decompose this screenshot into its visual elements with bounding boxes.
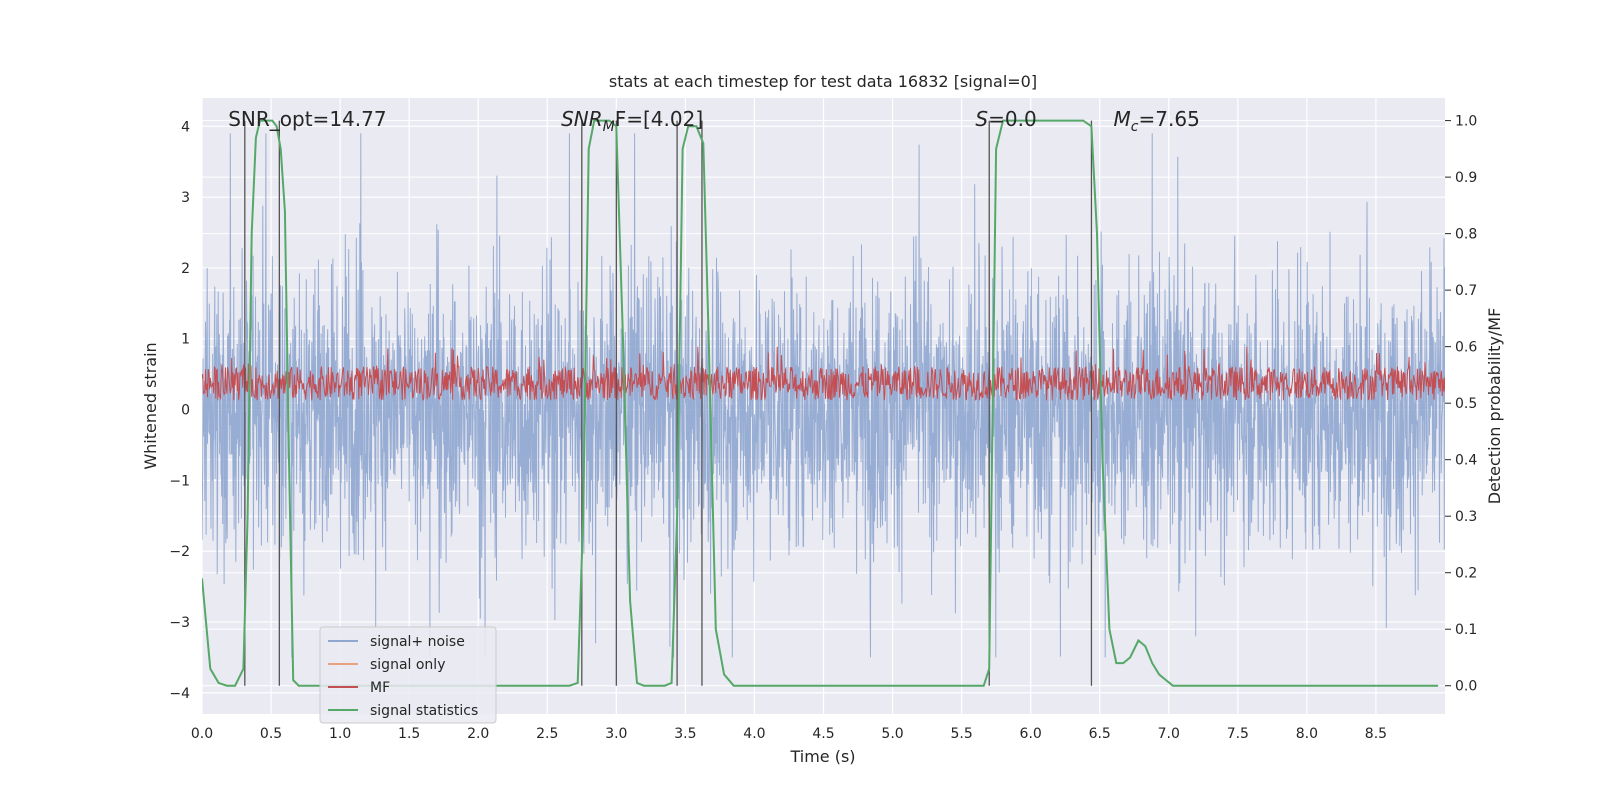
- y2-tick-label: 0.7: [1455, 283, 1477, 299]
- y2-axis-ticks: 0.0 0.1 0.2 0.3 0.4 0.5 0.6 0.7 0.8 0.9 1.0: [1445, 114, 1477, 695]
- annotation-main: SNR: [561, 107, 603, 131]
- annotation-text: S=0.0: [975, 107, 1036, 131]
- annotation-text: SNR_opt=14.77: [228, 107, 386, 131]
- legend-box: [319, 626, 497, 724]
- y-tick-label: 0: [181, 403, 190, 419]
- y-tick-label: −1: [169, 473, 190, 489]
- y-axis-label: Whitened strain: [141, 342, 160, 469]
- x-tick-label: 4.0: [743, 726, 765, 742]
- annotation-suffix: F=[4.02]: [615, 107, 703, 131]
- legend-label-signal-noise: signal+ noise: [370, 634, 465, 650]
- y2-tick-label: 0.8: [1455, 227, 1477, 243]
- y2-tick-label: 0.3: [1455, 509, 1477, 525]
- x-tick-label: 7.5: [1227, 726, 1249, 742]
- annotation-subscript: M: [603, 119, 615, 135]
- x-tick-label: 1.0: [329, 726, 351, 742]
- x-tick-label: 1.5: [398, 726, 420, 742]
- legend-label-signal-statistics: signal statistics: [370, 703, 478, 719]
- legend-label-mf: MF: [370, 680, 390, 696]
- annotation-suffix: =0.0: [988, 107, 1037, 131]
- x-tick-label: 7.0: [1158, 726, 1180, 742]
- y2-tick-label: 0.5: [1455, 396, 1477, 412]
- annotation-subscript: c: [1131, 119, 1139, 135]
- annotation-main: SNR_opt=14.77: [228, 107, 386, 131]
- y-tick-label: 2: [181, 261, 190, 277]
- y2-tick-label: 0.1: [1455, 622, 1477, 638]
- x-tick-label: 2.5: [536, 726, 558, 742]
- x-tick-label: 0.0: [191, 726, 213, 742]
- y2-tick-label: 0.2: [1455, 566, 1477, 582]
- y-tick-label: −2: [169, 544, 190, 560]
- x-tick-label: 6.0: [1020, 726, 1042, 742]
- x-tick-label: 3.5: [674, 726, 696, 742]
- y-tick-label: 1: [181, 332, 190, 348]
- y2-axis-label: Detection probability/MF: [1485, 308, 1504, 505]
- x-axis-label: Time (s): [789, 747, 855, 766]
- legend: signal+ noise signal only MF signal stat…: [319, 626, 497, 724]
- x-tick-label: 5.5: [950, 726, 972, 742]
- y2-tick-label: 0.6: [1455, 340, 1477, 356]
- x-tick-label: 3.0: [605, 726, 627, 742]
- annotation-main: M: [1114, 107, 1131, 131]
- annotation-suffix: =7.65: [1139, 107, 1200, 131]
- y-axis-ticks: −4 −3 −2 −1 0 1 2 3 4: [169, 119, 190, 701]
- y2-tick-label: 0.9: [1455, 170, 1477, 186]
- x-axis-ticks: 0.0 0.5 1.0 1.5 2.0 2.5 3.0 3.5 4.0 4.5 5.0 5.5 6.0 6…: [191, 726, 1387, 742]
- annotations: SNR_opt=14.77 SNRMF=[4.02] S=0.0 Mc=7.65: [228, 107, 1200, 135]
- y2-tick-label: 0.4: [1455, 453, 1477, 469]
- y-tick-label: 4: [181, 119, 190, 135]
- annotation-main: S: [975, 107, 988, 131]
- annotation-text: SNRMF=[4.02]: [561, 107, 703, 135]
- y2-tick-label: 0.0: [1455, 679, 1477, 695]
- x-tick-label: 2.0: [467, 726, 489, 742]
- annotation-text: Mc=7.65: [1114, 107, 1200, 135]
- x-tick-label: 0.5: [260, 726, 282, 742]
- series-signal-statistics-line: [202, 119, 1439, 687]
- series-mf-line: [202, 346, 1445, 402]
- x-tick-label: 5.0: [881, 726, 903, 742]
- x-tick-label: 8.5: [1365, 726, 1387, 742]
- x-tick-label: 8.0: [1296, 726, 1318, 742]
- y-tick-label: −4: [169, 686, 190, 702]
- y-tick-label: 3: [181, 190, 190, 206]
- x-tick-label: 6.5: [1089, 726, 1111, 742]
- x-tick-label: 4.5: [812, 726, 834, 742]
- legend-label-signal-only: signal only: [370, 657, 445, 673]
- y-tick-label: −3: [169, 615, 190, 631]
- y2-tick-label: 1.0: [1455, 114, 1477, 130]
- chart-title: stats at each timestep for test data 168…: [609, 72, 1037, 91]
